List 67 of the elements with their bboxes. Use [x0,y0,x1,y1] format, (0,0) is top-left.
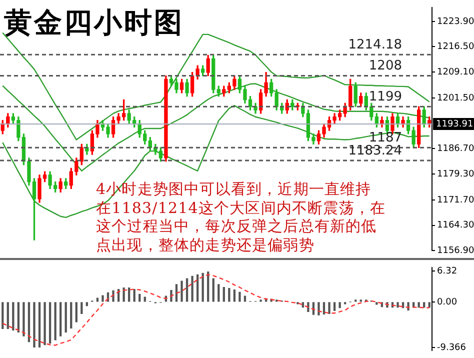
bar [186,278,188,302]
bar [44,302,46,346]
ref-line-label: 1193.91 [436,119,474,130]
bar [175,284,178,302]
ref-line-label: 1214.18 [348,38,402,53]
bar [75,302,78,322]
bar [222,287,225,302]
bar [2,302,4,330]
bar [28,302,30,342]
bar [302,302,304,308]
bar [133,288,136,302]
y-tick-label: 6.32 [437,266,458,277]
bar [144,296,146,302]
bar [180,280,183,302]
ref-line-label: 1187 [368,130,402,146]
bar [244,296,246,302]
chart-title: 黄金四小时图 [4,5,184,41]
ref-line-label: 1208 [368,58,402,74]
bar [86,302,88,306]
bar [102,295,104,302]
bar [307,302,310,312]
y-tick-label: 1223.90 [437,16,474,27]
bar [318,302,320,316]
bar [80,302,83,314]
bar [38,302,41,348]
line-series [2,274,430,346]
bar [33,302,36,348]
bar [228,288,230,302]
bar [191,276,194,302]
bar [233,289,236,302]
bar [322,302,326,314]
bar [333,302,336,312]
bar [396,302,399,308]
y-tick-label: 1164.30 [437,220,474,231]
y-tick-label: 1201.50 [437,93,474,104]
y-tick-label: 1216.50 [437,42,474,52]
bar [54,302,56,340]
y-tick-label: 1186.70 [437,144,474,154]
bar [212,278,214,302]
ref-line-label: 1183.24 [348,143,402,158]
y-tick-label: 1209.10 [437,67,474,78]
bar [202,272,204,302]
y-tick-label: 1179.30 [437,169,474,180]
bar [328,302,330,314]
bar [418,302,420,308]
bar [376,302,378,305]
bar [196,274,199,302]
bar [17,302,20,332]
bar [218,284,220,302]
bar [128,288,130,302]
bar [64,302,67,332]
y-tick-label: 1171.70 [437,195,474,206]
y-tick-label: -9.366 [437,342,466,353]
bar [338,302,341,308]
bar [238,292,241,302]
y-tick-label: 1156.90 [437,246,474,256]
bar [96,298,99,302]
y-tick-label: 0.00 [437,297,458,308]
bar [48,302,52,344]
ref-line-label: 1199 [368,89,402,104]
bar [70,302,72,329]
bar [122,288,125,302]
bar [22,302,25,336]
bar [138,294,141,302]
bar [60,302,62,336]
bar [6,302,9,330]
bar [12,302,14,330]
